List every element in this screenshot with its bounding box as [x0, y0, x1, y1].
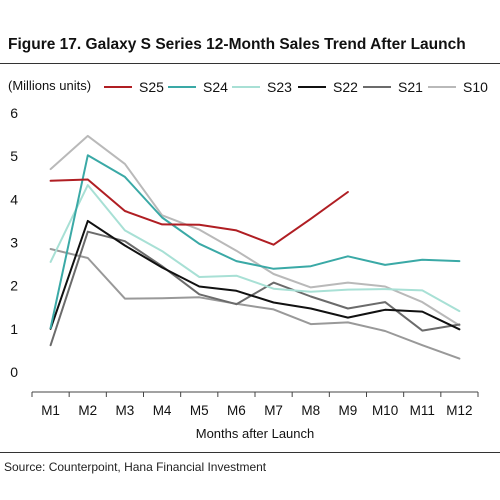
- x-tick-label: M2: [78, 403, 97, 418]
- x-tick-label: M7: [264, 403, 283, 418]
- x-axis-title: Months after Launch: [196, 426, 315, 441]
- legend-label-s24: S24: [203, 79, 228, 95]
- title-divider: [0, 63, 500, 64]
- y-tick-label: 2: [10, 278, 18, 294]
- y-tick-label: 5: [10, 148, 18, 164]
- y-unit-label: (Millions units): [8, 78, 92, 93]
- x-tick-label: M6: [227, 403, 246, 418]
- legend-label-s10: S10: [463, 79, 488, 95]
- y-tick-label: 6: [10, 105, 18, 121]
- source-note: Source: Counterpoint, Hana Financial Inv…: [4, 460, 267, 474]
- legend-label-s21: S21: [398, 79, 423, 95]
- x-tick-label: M9: [339, 403, 358, 418]
- series-line-s24: [49, 154, 461, 329]
- series-line-s21: [49, 230, 461, 347]
- series-line-s22: [49, 219, 461, 331]
- chart-title: Figure 17. Galaxy S Series 12-Month Sale…: [8, 36, 466, 53]
- series-line-s25: [49, 178, 349, 246]
- y-tick-label: 4: [10, 191, 18, 207]
- x-tick-label: M8: [301, 403, 320, 418]
- source-divider: [0, 452, 500, 453]
- y-tick-label: 0: [10, 364, 18, 380]
- x-tick-label: M10: [372, 403, 398, 418]
- series-group: [49, 134, 461, 360]
- x-tick-label: M5: [190, 403, 209, 418]
- legend: S25 S24 S23 S22 S21 S10: [104, 79, 488, 95]
- legend-label-s22: S22: [333, 79, 358, 95]
- x-axis: M1 M2 M3 M4 M5 M6 M7 M8 M9 M10 M11 M12: [31, 391, 479, 418]
- series-line-s23: [49, 184, 461, 313]
- x-tick-label: M4: [153, 403, 172, 418]
- legend-label-s25: S25: [139, 79, 164, 95]
- y-tick-label: 1: [10, 321, 18, 337]
- y-tick-label: 3: [10, 235, 18, 251]
- x-tick-label: M1: [41, 403, 60, 418]
- x-tick-label: M11: [410, 403, 435, 418]
- y-axis: 0 1 2 3 4 5 6: [10, 105, 18, 380]
- x-tick-label: M3: [116, 403, 135, 418]
- legend-label-s23: S23: [267, 79, 292, 95]
- series-line-unlabeled: [49, 248, 461, 360]
- x-tick-label: M12: [446, 403, 472, 418]
